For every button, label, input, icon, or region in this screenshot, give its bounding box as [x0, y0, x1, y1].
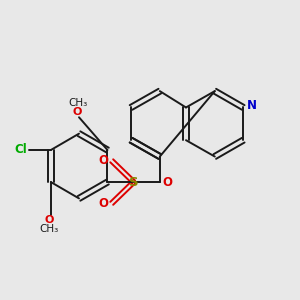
- Text: O: O: [73, 107, 82, 117]
- Text: S: S: [129, 176, 139, 189]
- Text: O: O: [98, 154, 108, 167]
- Text: CH₃: CH₃: [40, 224, 59, 234]
- Text: Cl: Cl: [15, 143, 28, 157]
- Text: N: N: [247, 100, 257, 112]
- Text: O: O: [45, 215, 54, 225]
- Text: O: O: [163, 176, 173, 189]
- Text: O: O: [98, 197, 108, 210]
- Text: CH₃: CH₃: [68, 98, 87, 108]
